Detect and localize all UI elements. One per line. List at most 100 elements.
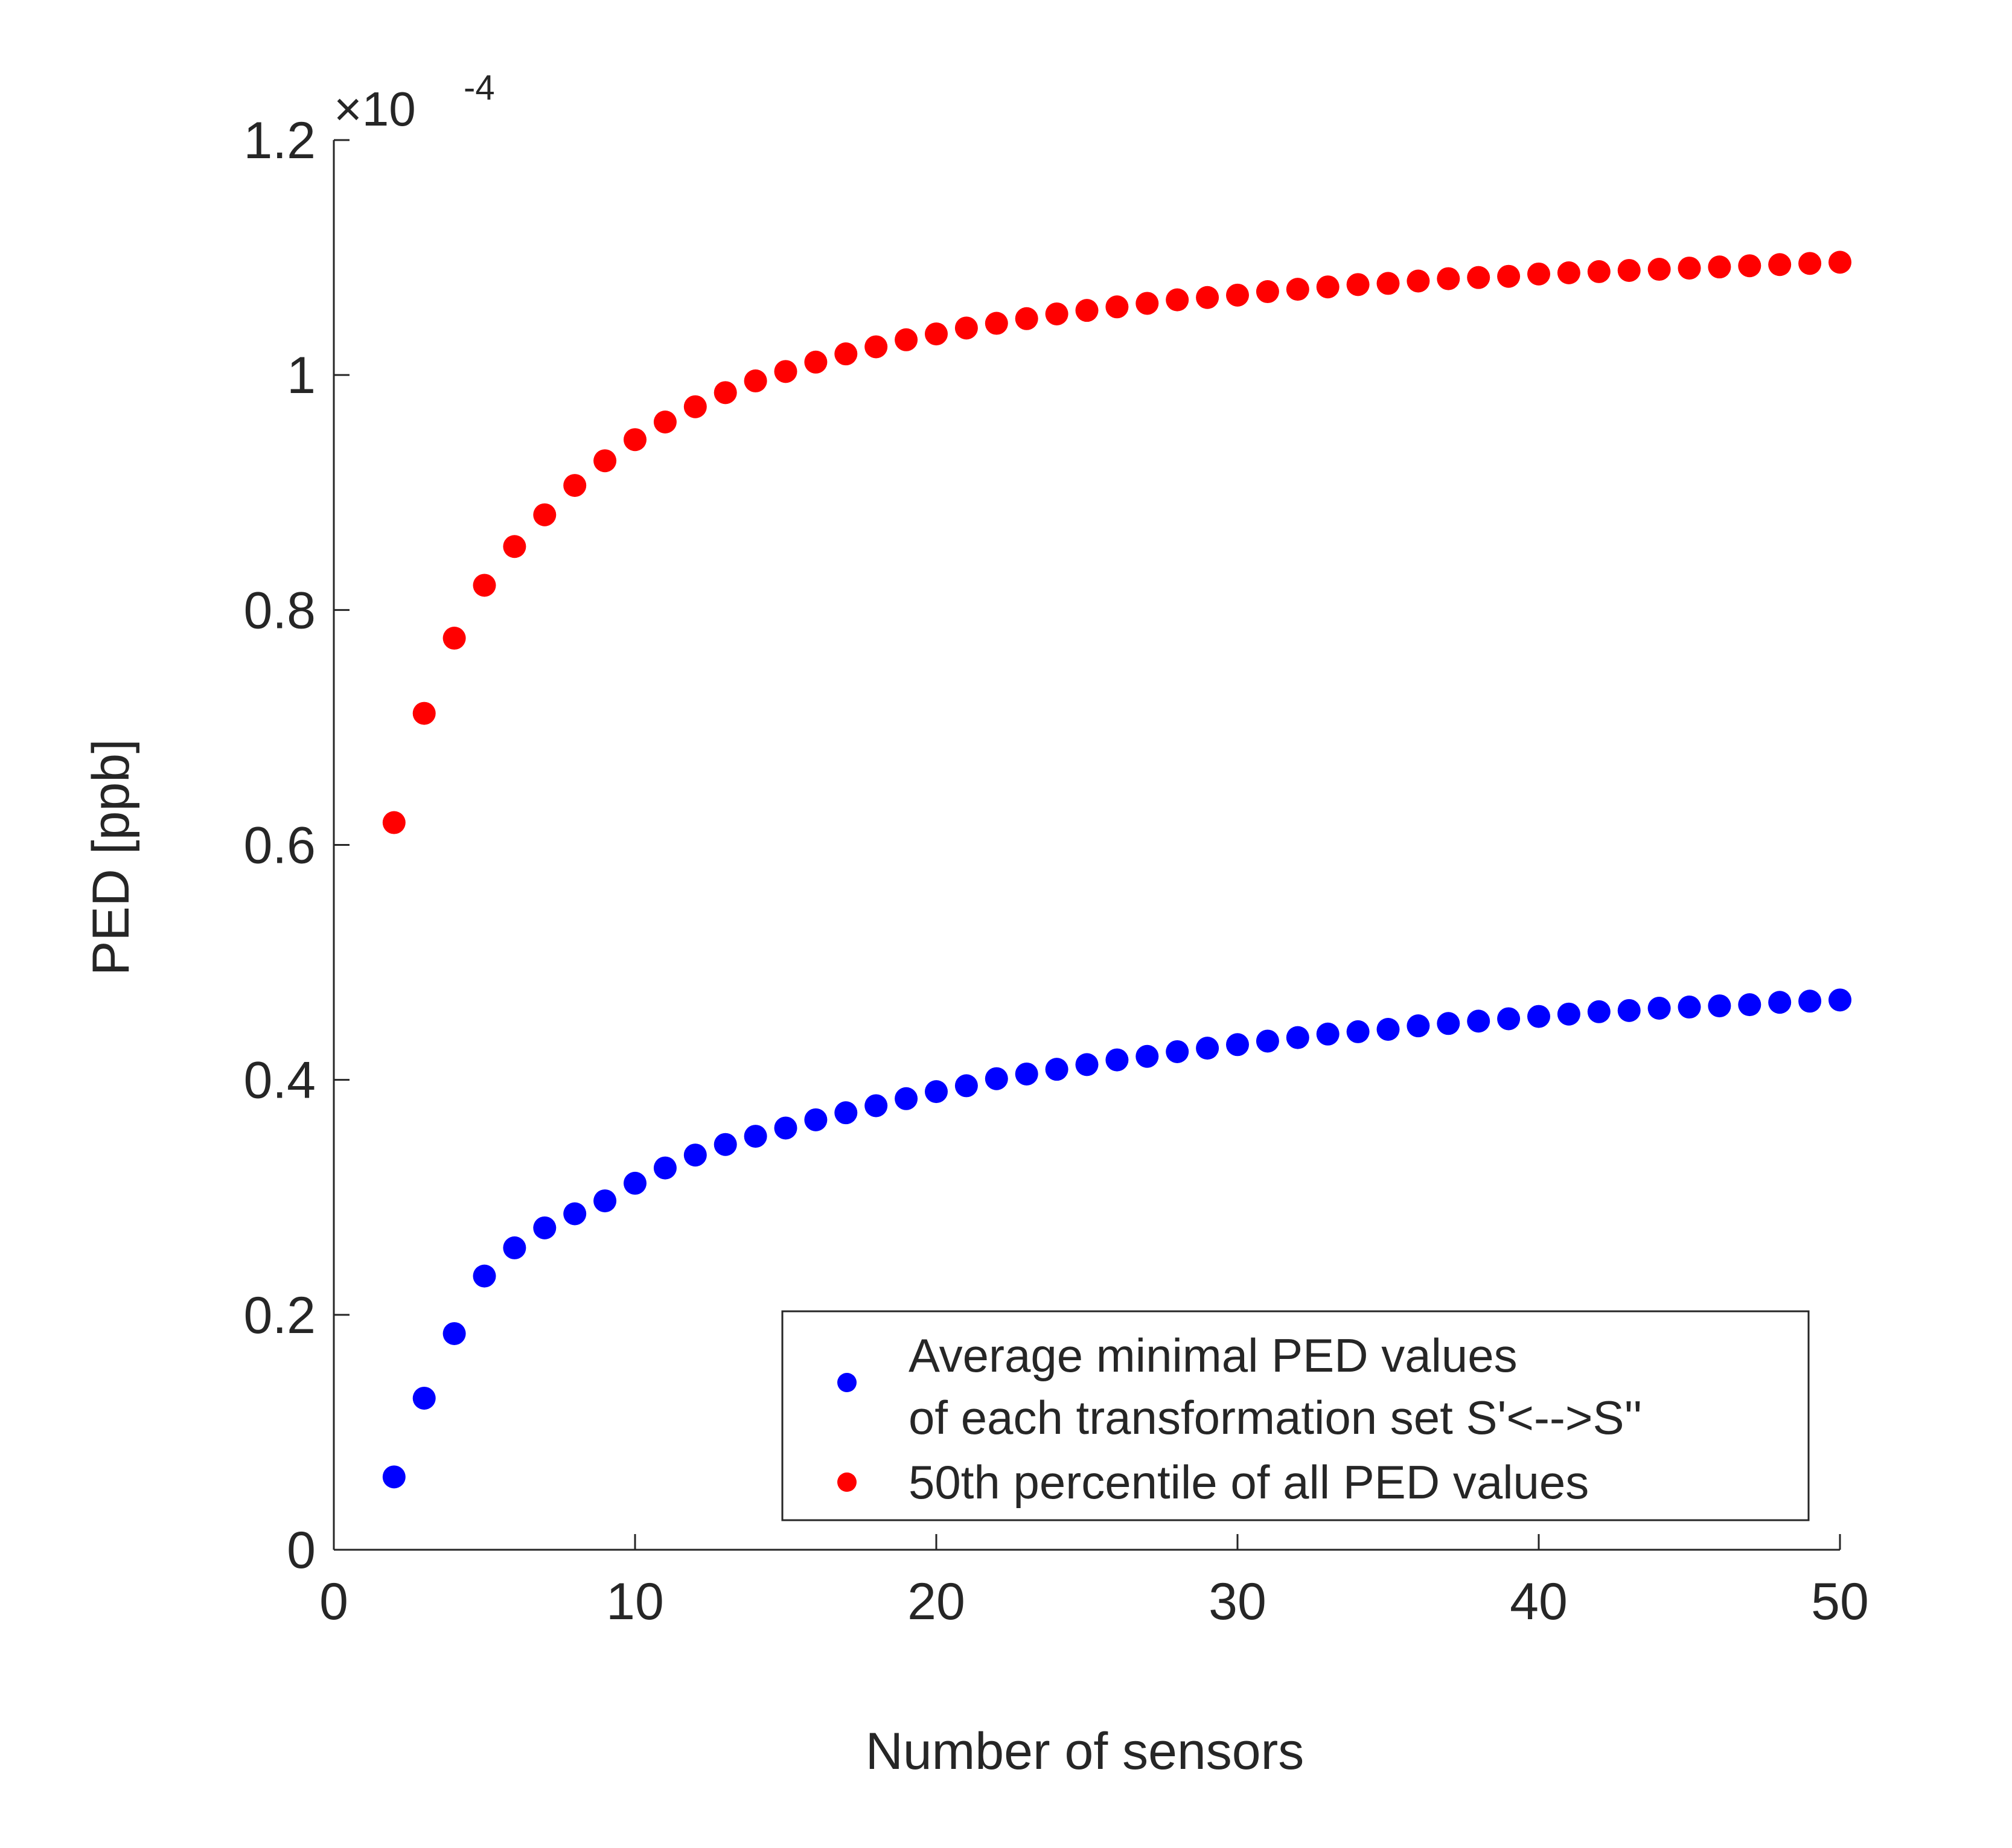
- red-point: [1166, 288, 1189, 312]
- red-point: [834, 342, 858, 366]
- y-tick-label: 0.6: [243, 817, 316, 875]
- red-point: [1045, 302, 1068, 325]
- red-point: [1497, 264, 1521, 288]
- blue-point: [1196, 1037, 1219, 1060]
- blue-point: [1708, 994, 1731, 1018]
- red-point: [1286, 278, 1309, 301]
- legend-label-red: 50th percentile of all PED values: [909, 1456, 1589, 1509]
- blue-point: [864, 1094, 888, 1117]
- y-tick-label: 0.2: [243, 1287, 316, 1344]
- red-point: [1316, 275, 1340, 299]
- y-axis-label: PED [ppb]: [82, 739, 140, 976]
- red-point: [1557, 261, 1580, 284]
- blue-point: [1678, 996, 1701, 1019]
- blue-point: [895, 1087, 918, 1110]
- legend-marker-blue: [837, 1373, 857, 1392]
- x-tick-label: 20: [907, 1573, 965, 1631]
- red-point: [1587, 260, 1611, 283]
- blue-point: [714, 1133, 737, 1156]
- blue-point: [1587, 1000, 1611, 1023]
- red-point: [1226, 283, 1249, 307]
- x-tick-label: 30: [1209, 1573, 1266, 1631]
- y-tick-label: 0.4: [243, 1052, 316, 1110]
- legend-label-blue-line1: Average minimal PED values: [909, 1329, 1518, 1382]
- blue-point: [774, 1116, 797, 1140]
- red-point: [1075, 299, 1099, 322]
- blue-point: [442, 1322, 466, 1345]
- blue-point: [1166, 1040, 1189, 1063]
- x-axis-label: Number of sensors: [866, 1722, 1305, 1780]
- red-point: [1738, 254, 1761, 278]
- red-point: [774, 360, 797, 383]
- red-point: [864, 335, 888, 359]
- red-point: [1105, 295, 1129, 319]
- blue-point: [1316, 1022, 1340, 1046]
- blue-point: [1376, 1017, 1400, 1041]
- red-point: [683, 395, 707, 418]
- blue-point: [382, 1465, 406, 1489]
- y-tick-label: 0.8: [243, 581, 316, 639]
- red-point: [503, 535, 526, 558]
- x-tick-label: 0: [319, 1573, 348, 1631]
- red-point: [533, 503, 557, 526]
- red-point: [1346, 273, 1370, 296]
- x-tick-label: 10: [606, 1573, 664, 1631]
- red-point: [1407, 269, 1430, 293]
- red-point: [1467, 266, 1490, 289]
- data-points: [382, 251, 1851, 1489]
- blue-point: [533, 1216, 557, 1239]
- red-point: [1828, 251, 1851, 274]
- red-point: [1768, 253, 1792, 277]
- y-exponent-label: ×10 -4: [334, 68, 495, 136]
- blue-point: [804, 1108, 828, 1131]
- blue-point: [503, 1236, 526, 1259]
- red-point: [1196, 286, 1219, 309]
- blue-point: [1527, 1005, 1550, 1028]
- red-point: [382, 811, 406, 834]
- red-point: [1015, 307, 1038, 330]
- y-tick-label: 0: [287, 1521, 316, 1579]
- blue-point: [1015, 1062, 1038, 1085]
- red-point: [593, 449, 617, 473]
- legend-marker-red: [837, 1472, 857, 1492]
- blue-point: [1045, 1058, 1068, 1081]
- red-point: [1376, 272, 1400, 295]
- red-point: [1256, 280, 1279, 304]
- red-point: [744, 369, 767, 392]
- blue-point: [1346, 1020, 1370, 1043]
- blue-point: [473, 1264, 496, 1288]
- x-tick-label: 40: [1510, 1573, 1568, 1631]
- blue-point: [1286, 1026, 1309, 1049]
- blue-point: [1647, 996, 1671, 1020]
- red-point: [985, 312, 1008, 335]
- legend-box: [781, 1310, 1810, 1521]
- red-point: [624, 428, 647, 452]
- y-tick-label: 1.2: [243, 112, 316, 170]
- red-point: [1437, 267, 1460, 290]
- red-point: [804, 350, 828, 374]
- blue-point: [1828, 988, 1851, 1012]
- blue-point: [1437, 1012, 1460, 1035]
- red-point: [714, 381, 737, 404]
- blue-point: [1467, 1009, 1490, 1033]
- blue-point: [1798, 990, 1822, 1013]
- red-point: [1678, 257, 1701, 280]
- blue-point: [985, 1067, 1008, 1090]
- y-exponent-power: -4: [464, 68, 495, 107]
- red-point: [473, 574, 496, 597]
- blue-point: [834, 1101, 858, 1125]
- blue-point: [1135, 1044, 1159, 1068]
- blue-point: [1075, 1053, 1099, 1076]
- red-point: [412, 702, 436, 725]
- blue-point: [593, 1189, 617, 1213]
- blue-point: [624, 1171, 647, 1195]
- legend: Average minimal PED values of each trans…: [781, 1310, 1810, 1521]
- red-point: [1798, 252, 1822, 275]
- red-point: [563, 474, 587, 497]
- blue-point: [412, 1386, 436, 1410]
- blue-point: [1407, 1014, 1430, 1038]
- blue-point: [1738, 993, 1761, 1017]
- blue-point: [683, 1143, 707, 1167]
